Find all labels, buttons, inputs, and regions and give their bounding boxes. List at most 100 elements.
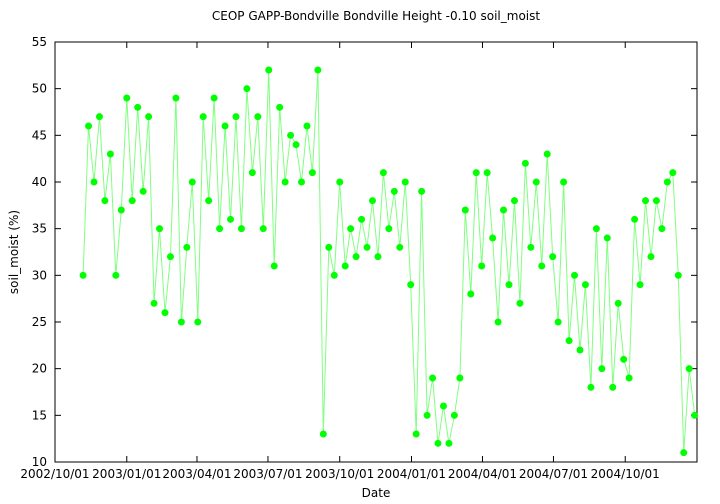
data-point	[500, 206, 508, 214]
data-point	[139, 187, 147, 195]
data-point	[177, 318, 185, 326]
data-point	[188, 178, 196, 186]
data-point	[106, 150, 114, 158]
data-point	[292, 141, 300, 149]
data-point	[614, 299, 622, 307]
data-point	[123, 94, 131, 102]
data-point	[434, 439, 442, 447]
x-tick-label: 2004/04/01	[448, 467, 517, 481]
data-point	[330, 271, 338, 279]
data-point	[505, 281, 513, 289]
data-point	[134, 103, 142, 111]
data-point	[674, 271, 682, 279]
data-point	[205, 197, 213, 205]
data-point	[161, 309, 169, 317]
data-point	[445, 439, 453, 447]
data-point	[227, 215, 235, 223]
data-point	[390, 187, 398, 195]
data-point	[117, 206, 125, 214]
data-point	[221, 122, 229, 130]
data-point	[467, 290, 475, 298]
data-point	[199, 113, 207, 121]
data-point	[194, 318, 202, 326]
data-point	[112, 271, 120, 279]
data-point	[79, 271, 87, 279]
data-point	[166, 253, 174, 261]
data-point	[538, 262, 546, 270]
data-point	[352, 253, 360, 261]
data-point	[489, 234, 497, 242]
data-point	[210, 94, 218, 102]
data-point	[379, 169, 387, 177]
data-point	[243, 85, 251, 93]
x-tick-label: 2003/10/01	[305, 467, 374, 481]
data-point	[308, 169, 316, 177]
data-point	[636, 281, 644, 289]
data-point	[461, 206, 469, 214]
data-point	[336, 178, 344, 186]
data-point	[647, 253, 655, 261]
y-tick-label: 50	[32, 82, 47, 96]
y-tick-label: 55	[32, 35, 47, 49]
data-point	[232, 113, 240, 121]
data-point	[483, 169, 491, 177]
y-tick-label: 25	[32, 315, 47, 329]
data-point	[265, 66, 273, 74]
data-point	[603, 234, 611, 242]
data-point	[303, 122, 311, 130]
data-point	[450, 411, 458, 419]
data-point	[150, 299, 158, 307]
data-point	[319, 430, 327, 438]
data-point	[478, 262, 486, 270]
data-point	[494, 318, 502, 326]
data-point	[281, 178, 289, 186]
data-point	[412, 430, 420, 438]
data-point	[407, 281, 415, 289]
x-tick-label: 2004/07/01	[519, 467, 588, 481]
data-point	[510, 197, 518, 205]
plot-frame	[54, 41, 698, 463]
y-tick-label: 20	[32, 362, 47, 376]
data-point	[439, 402, 447, 410]
data-point	[145, 113, 153, 121]
data-point	[270, 262, 278, 270]
x-tick-label: 2003/01/01	[92, 467, 161, 481]
data-point	[237, 225, 245, 233]
y-tick-label: 15	[32, 408, 47, 422]
data-point	[358, 215, 366, 223]
data-point	[472, 169, 480, 177]
data-point	[385, 225, 393, 233]
data-point	[663, 178, 671, 186]
data-point	[128, 197, 136, 205]
y-axis-label: soil_moist (%)	[7, 210, 21, 294]
data-point	[527, 243, 535, 251]
data-point	[259, 225, 267, 233]
data-point	[581, 281, 589, 289]
data-point	[429, 374, 437, 382]
data-point	[560, 178, 568, 186]
data-point	[549, 253, 557, 261]
data-point	[396, 243, 404, 251]
data-point	[652, 197, 660, 205]
y-tick-label: 40	[32, 175, 47, 189]
data-point	[101, 197, 109, 205]
data-point	[532, 178, 540, 186]
y-tick-label: 35	[32, 222, 47, 236]
data-point	[248, 169, 256, 177]
data-point	[620, 355, 628, 363]
data-point	[598, 365, 606, 373]
data-point	[571, 271, 579, 279]
data-point	[609, 383, 617, 391]
data-point	[347, 225, 355, 233]
data-point	[325, 243, 333, 251]
data-point	[691, 411, 699, 419]
x-tick-label: 2003/04/01	[162, 467, 231, 481]
data-point	[456, 374, 464, 382]
data-point	[363, 243, 371, 251]
data-point	[565, 337, 573, 345]
y-tick-label: 10	[32, 455, 47, 469]
data-point	[669, 169, 677, 177]
data-point	[314, 66, 322, 74]
data-point	[95, 113, 103, 121]
